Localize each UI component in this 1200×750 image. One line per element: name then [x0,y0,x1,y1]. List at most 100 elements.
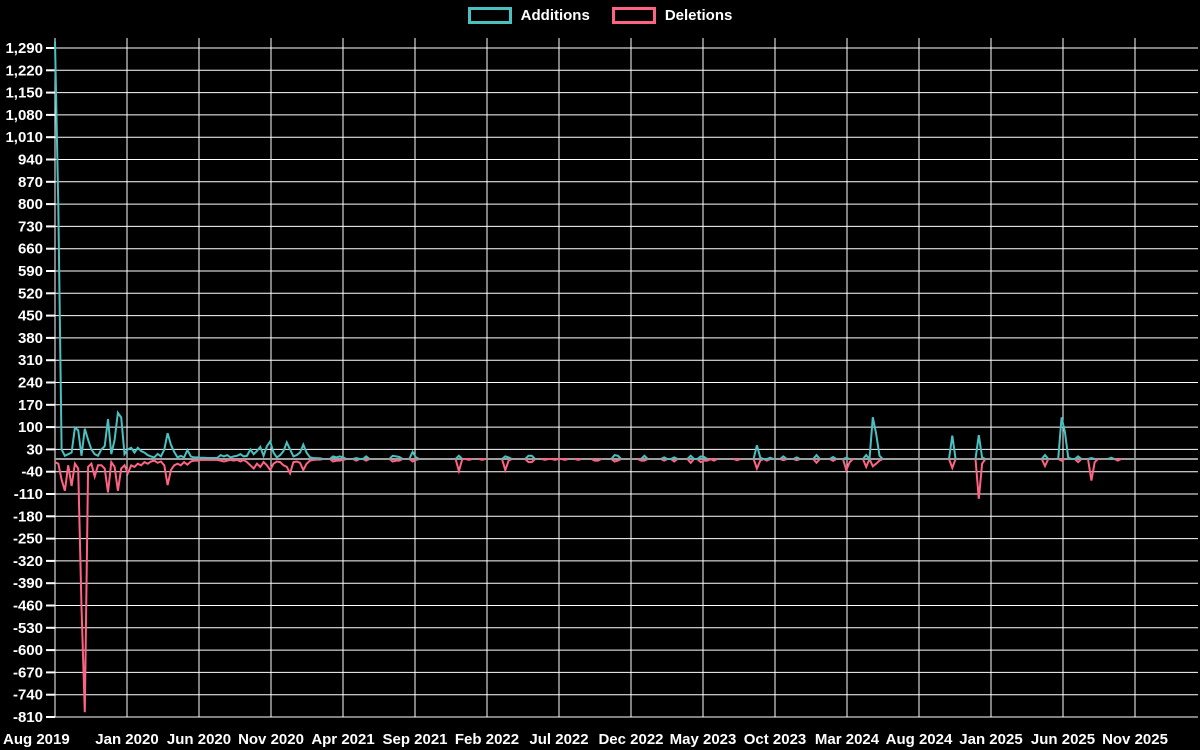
x-tick-label: Jun 2025 [1031,731,1095,748]
x-tick-label: Oct 2023 [744,731,807,748]
y-tick-label: 1,080 [5,107,43,124]
x-tick-label: Sep 2021 [382,731,447,748]
y-tick-label: 1,150 [5,85,43,102]
deletions-line [541,458,569,461]
y-tick-label: 940 [18,152,43,169]
additions-line [640,454,649,460]
additions-line [829,455,837,460]
x-tick-label: Feb 2022 [455,731,519,748]
additions-line [1040,453,1050,460]
deletions-line [1057,458,1066,462]
y-tick-label: 660 [18,241,43,258]
y-tick-label: -600 [13,642,43,659]
y-tick-label: -110 [14,486,43,503]
additions-line [352,455,371,460]
legend-label-additions: Additions [520,7,590,24]
additions-line [610,453,622,460]
y-tick-label: 870 [18,174,43,191]
additions-line [329,455,347,460]
additions-line [686,454,708,460]
additions-line [660,456,678,460]
additions-line [388,454,404,460]
y-tick-label: 800 [18,196,43,213]
legend-item-additions[interactable]: Additions [467,7,590,24]
deletions-line [686,457,718,465]
deletions-line [1040,458,1050,469]
y-tick-label: -670 [13,664,43,681]
deletions-line [454,458,473,475]
y-tick-label: 170 [18,397,43,414]
deletions-line [861,456,884,470]
deletions-line [590,458,602,462]
additions-line [1107,456,1115,460]
deletions-line [842,458,854,474]
x-tick-label: Aug 2024 [886,731,953,748]
additions-line [1057,417,1083,460]
y-tick-label: -390 [13,575,43,592]
deletions-line [1114,458,1122,462]
additions-line [779,455,788,460]
additions-line [524,454,536,460]
additions-line [948,435,957,460]
y-tick-label: 1,010 [5,129,43,146]
x-tick-label: Jan 2025 [959,731,1022,748]
x-tick-label: Apr 2021 [311,731,374,748]
deletions-line [478,458,486,461]
deletions-line [637,458,649,462]
deletions-line [974,458,987,499]
additions-line [974,434,986,460]
additions-line [408,449,420,460]
deletions-line [54,458,324,713]
y-tick-label: 30 [26,441,43,458]
deletions-swatch-icon [611,7,656,24]
deletions-line [733,458,741,462]
y-tick-label: 240 [18,375,43,392]
deletions-line [812,458,821,465]
y-tick-label: 1,290 [5,40,43,57]
y-tick-label: 380 [18,330,43,347]
deletions-line [1087,458,1099,481]
additions-line [501,455,513,460]
x-tick-label: Jun 2020 [167,731,231,748]
deletions-line [329,458,347,463]
deletions-line [524,458,536,464]
y-tick-label: -320 [13,553,43,570]
y-tick-label: 100 [18,419,43,436]
deletions-line [948,458,957,471]
additions-line [54,41,324,460]
x-tick-label: Jul 2022 [529,731,588,748]
legend-item-deletions[interactable]: Deletions [611,7,732,24]
y-tick-label: 310 [18,352,43,369]
deletions-line [574,458,582,461]
y-tick-label: 730 [18,218,43,235]
additions-line [862,417,884,462]
y-tick-label: -530 [13,620,43,637]
additions-line [842,456,851,460]
x-tick-label: Jan 2020 [95,731,158,748]
deletions-line [752,457,771,472]
y-tick-label: -180 [13,508,43,525]
y-tick-label: 520 [18,285,43,302]
x-tick-label: Aug 2019 [3,731,70,748]
x-tick-label: Nov 2025 [1102,731,1168,748]
chart-legend: Additions Deletions [0,7,1200,24]
y-tick-label: -740 [13,687,43,704]
deletions-line [501,458,513,474]
additions-line [752,445,774,460]
deletions-line [829,458,837,463]
additions-line [792,456,801,460]
additions-swatch-icon [467,7,512,24]
deletions-line [388,458,404,463]
y-tick-label: 450 [18,308,43,325]
x-tick-label: May 2023 [670,731,737,748]
y-tick-label: -250 [13,531,43,548]
x-tick-label: Nov 2020 [238,731,304,748]
deletions-line [1074,458,1083,464]
additions-line [454,454,463,460]
deletions-line [610,458,622,463]
x-tick-label: Dec 2022 [598,731,663,748]
y-tick-label: -810 [13,709,43,726]
deletions-line [408,458,420,463]
y-tick-label: -40 [21,464,43,481]
